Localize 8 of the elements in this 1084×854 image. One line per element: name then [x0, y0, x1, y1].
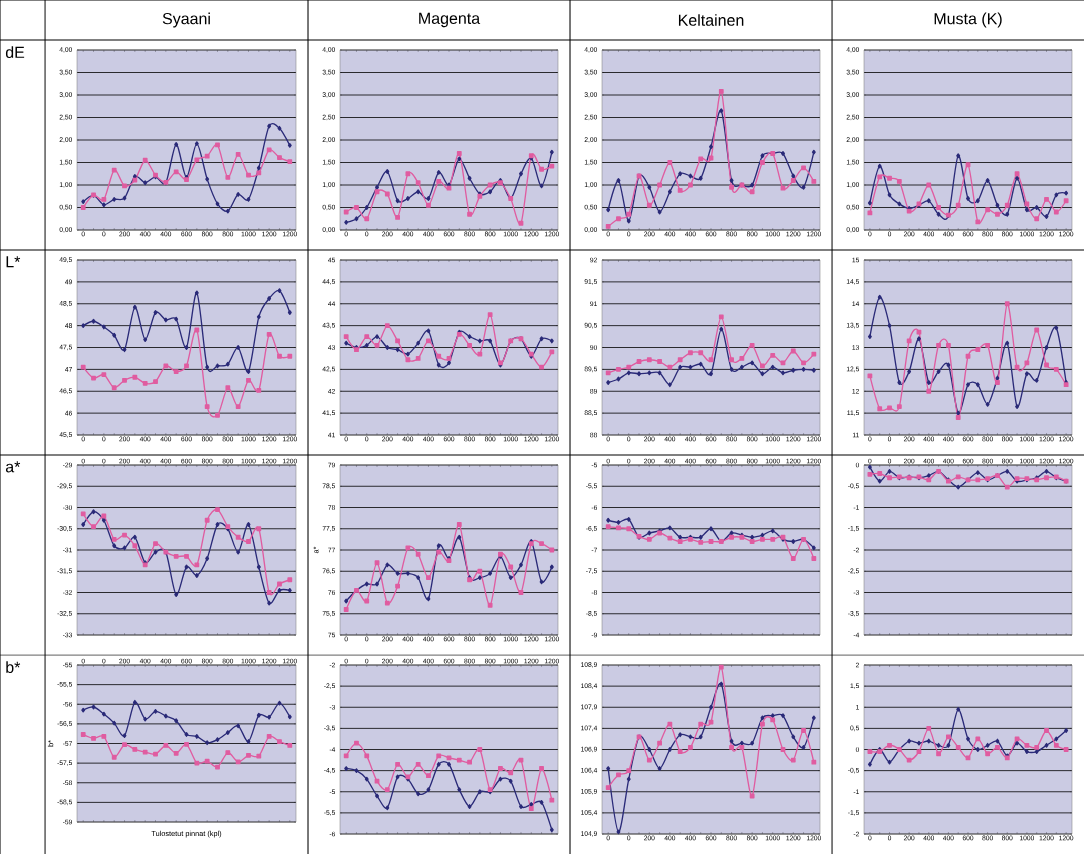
chart-title: Syaani	[162, 12, 210, 28]
text: L*	[6, 256, 21, 268]
chart-title: Musta (K)	[934, 12, 1002, 28]
text: a*	[5, 461, 21, 473]
chart-title: Magenta	[419, 12, 481, 28]
text: dE	[5, 46, 25, 59]
chart-title: Keltainen	[678, 14, 744, 26]
text: b*	[6, 661, 21, 674]
